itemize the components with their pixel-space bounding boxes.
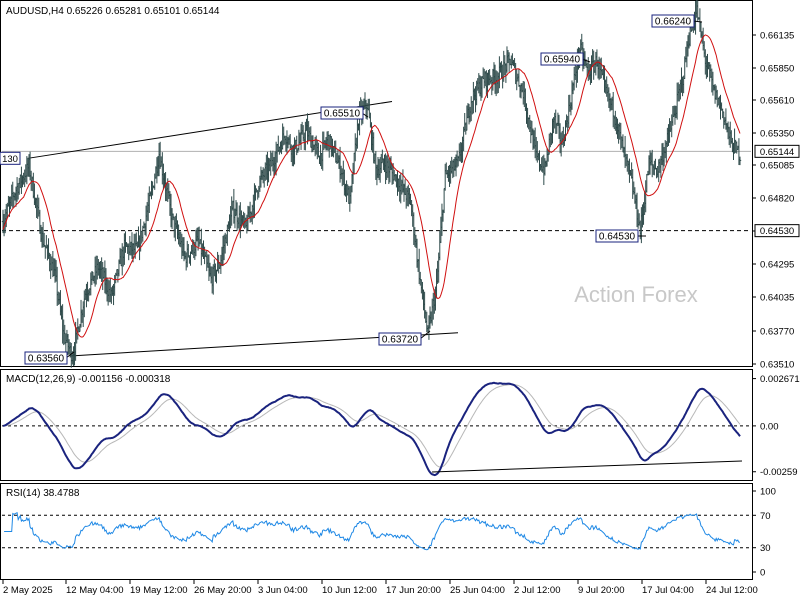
annotation-0-64530: 0.64530 bbox=[595, 229, 646, 243]
rsi-line bbox=[4, 511, 741, 551]
x-tick-label: 26 May 20:00 bbox=[194, 585, 252, 596]
annotation-0-65940: 0.65940 bbox=[540, 52, 591, 66]
macd-y-tick-label: 0.00 bbox=[760, 421, 779, 432]
annotation-0-63720: 0.63720 bbox=[378, 330, 431, 346]
macd-main-line bbox=[2, 381, 741, 477]
annotation-0-63560: 0.63560 bbox=[24, 351, 75, 365]
annotation-0-66240: 0.66240 bbox=[651, 14, 703, 28]
annotation-label: 0.64530 bbox=[599, 232, 636, 243]
price-y-tick-label: 0.66135 bbox=[760, 31, 794, 42]
price-bars bbox=[1, 0, 742, 368]
price-y-tick-label: 0.65850 bbox=[760, 64, 794, 75]
x-tick-label: 12 May 04:00 bbox=[66, 585, 124, 596]
x-tick-label: 25 Jun 04:00 bbox=[450, 585, 505, 596]
macd-trendline bbox=[431, 460, 743, 473]
x-tick-label: 2 May 2025 bbox=[3, 585, 53, 596]
price-y-tick-label: 0.63510 bbox=[760, 360, 794, 371]
annotation-0-65510: 0.65510 bbox=[320, 106, 369, 120]
rsi-y-tick-label: 70 bbox=[760, 511, 771, 522]
current-price-marker: 0.65144 bbox=[754, 144, 800, 158]
price-y-tick-label: 0.64820 bbox=[760, 194, 794, 205]
rsi-y-axis: 100 70 30 0 bbox=[752, 487, 776, 579]
rsi-header: RSI(14) 38.4788 bbox=[6, 488, 80, 499]
x-tick-label: 17 Jun 20:00 bbox=[386, 585, 441, 596]
price-header: AUDUSD,H4 0.65226 0.65281 0.65101 0.6514… bbox=[6, 6, 220, 17]
left-marker-box bbox=[0, 151, 21, 165]
x-axis: 2 May 2025 12 May 04:00 19 May 12:00 26 May… bbox=[2, 580, 758, 596]
macd-y-tick-label: -0.00259 bbox=[760, 467, 798, 478]
rsi-panel-frame bbox=[0, 483, 753, 580]
annotation-label: 0.66240 bbox=[655, 17, 692, 28]
macd-signal-line bbox=[3, 384, 741, 468]
watermark: Action Forex bbox=[574, 282, 698, 307]
x-tick-label: 19 May 12:00 bbox=[130, 585, 188, 596]
current-price-label: 0.65144 bbox=[760, 147, 794, 158]
price-bar bbox=[738, 156, 742, 166]
rsi-reference-lines bbox=[2, 514, 751, 549]
x-tick-label: 9 Jul 20:00 bbox=[578, 585, 624, 596]
x-tick-label: 17 Jul 04:00 bbox=[642, 585, 694, 596]
rsi-y-tick-label: 100 bbox=[760, 487, 776, 498]
macd-y-tick-label: 0.002671 bbox=[760, 374, 800, 385]
support-level-box bbox=[754, 224, 800, 238]
price-y-tick-label: 0.65610 bbox=[760, 96, 794, 107]
price-y-axis: 0.66135 0.65850 0.65610 0.65350 0.65085 0.648… bbox=[752, 31, 794, 371]
price-panel-frame bbox=[0, 0, 753, 367]
price-y-tick-label: 0.64295 bbox=[760, 260, 794, 271]
annotation-label: 0.63720 bbox=[382, 335, 419, 346]
x-tick-label: 2 Jul 12:00 bbox=[514, 585, 560, 596]
x-tick-label: 10 Jun 12:00 bbox=[322, 585, 377, 596]
macd-y-axis: 0.002671 0.00 -0.00259 bbox=[752, 374, 800, 478]
x-tick-label: 24 Jul 12:00 bbox=[706, 585, 758, 596]
support-level-label: 0.64530 bbox=[760, 226, 794, 237]
moving-average-line bbox=[2, 34, 741, 338]
annotation-label: 0.65940 bbox=[544, 55, 581, 66]
macd-header: MACD(12,26,9) -0.001156 -0.000318 bbox=[6, 374, 171, 385]
price-y-tick-label: 0.65350 bbox=[760, 129, 794, 140]
x-tick-label: 3 Jun 04:00 bbox=[258, 585, 308, 596]
rsi-y-tick-label: 30 bbox=[760, 543, 771, 554]
price-y-tick-label: 0.63770 bbox=[760, 327, 794, 338]
left-marker-label: 130 bbox=[2, 154, 18, 165]
support-level-marker: 0.64530 bbox=[754, 224, 800, 238]
annotation-label: 0.63560 bbox=[28, 354, 65, 365]
annotation-label: 0.65510 bbox=[324, 109, 361, 120]
current-price-box bbox=[754, 144, 800, 158]
price-y-tick-label: 0.65085 bbox=[760, 161, 794, 172]
rsi-y-tick-label: 0 bbox=[760, 568, 765, 579]
price-annotations: 0.63560 0.65510 0.63720 0.65940 0.64530 0.662… bbox=[24, 14, 703, 365]
macd-panel-frame bbox=[0, 369, 753, 481]
left-price-marker: 130 bbox=[0, 151, 21, 165]
price-y-tick-label: 0.64035 bbox=[760, 293, 794, 304]
